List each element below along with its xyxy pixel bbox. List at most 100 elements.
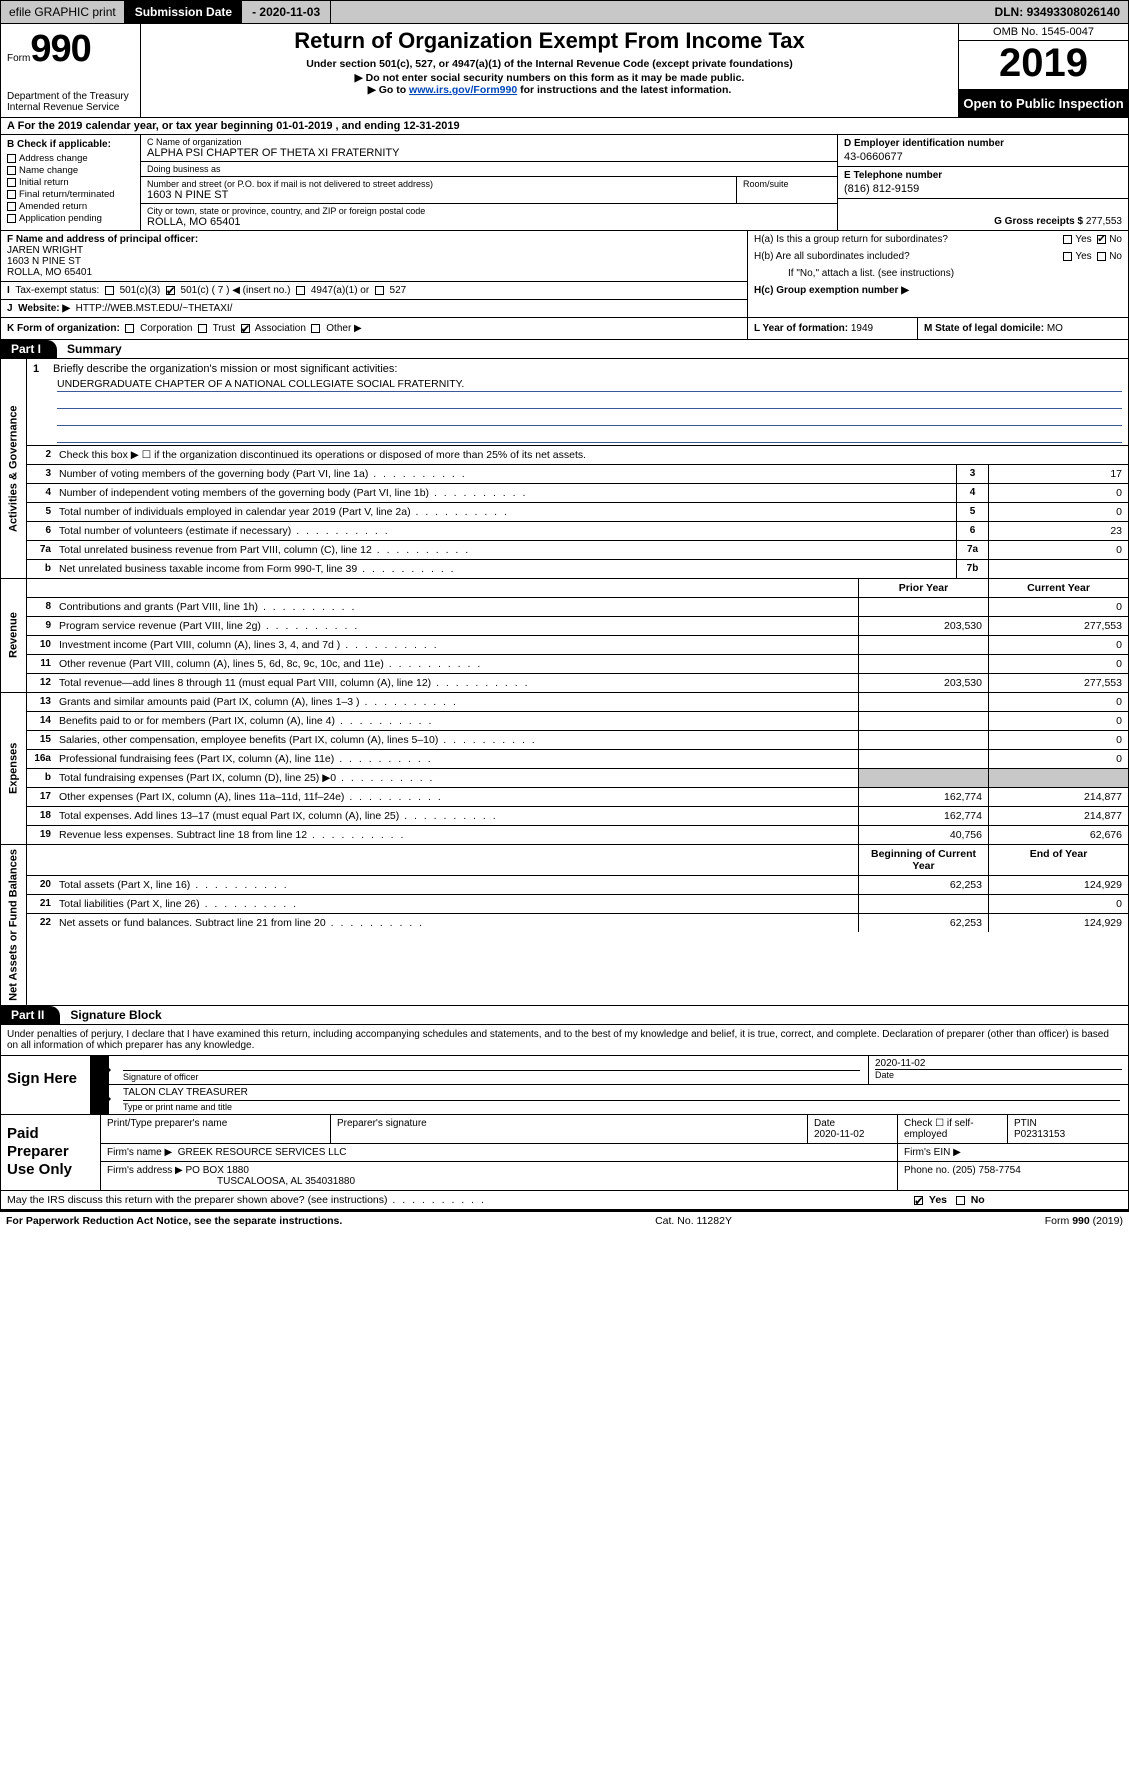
revenue-section: Revenue Prior Year Current Year 8Contrib…	[0, 579, 1129, 693]
top-bar: efile GRAPHIC print Submission Date - 20…	[0, 0, 1129, 24]
part-1-header: Part I Summary	[0, 340, 1129, 359]
year-columns-header: Prior Year Current Year	[27, 579, 1128, 598]
summary-row: 17Other expenses (Part IX, column (A), l…	[27, 788, 1128, 807]
summary-row: 8Contributions and grants (Part VIII, li…	[27, 598, 1128, 617]
summary-row: 21Total liabilities (Part X, line 26)0	[27, 895, 1128, 914]
box-f: F Name and address of principal officer:…	[1, 231, 747, 282]
summary-row: 7aTotal unrelated business revenue from …	[27, 541, 1128, 560]
checkbox-discuss-yes	[914, 1196, 923, 1205]
summary-row: 6Total number of volunteers (estimate if…	[27, 522, 1128, 541]
box-d: D Employer identification number43-06606…	[838, 135, 1128, 167]
summary-row: 19Revenue less expenses. Subtract line 1…	[27, 826, 1128, 844]
submission-date-value: - 2020-11-03	[242, 1, 331, 23]
firm-name: GREEK RESOURCE SERVICES LLC	[178, 1147, 347, 1158]
paid-preparer-block: Paid Preparer Use Only Print/Type prepar…	[0, 1115, 1129, 1191]
checkbox-option: Initial return	[7, 177, 134, 188]
box-k: K Form of organization: Corporation Trus…	[1, 318, 748, 339]
checkbox-option: Amended return	[7, 201, 134, 212]
department-label: Department of the Treasury Internal Reve…	[7, 91, 134, 113]
arrow-icon	[91, 1085, 109, 1114]
perjury-statement: Under penalties of perjury, I declare th…	[0, 1025, 1129, 1056]
box-c: C Name of organizationALPHA PSI CHAPTER …	[141, 135, 838, 230]
expenses-section: Expenses 13Grants and similar amounts pa…	[0, 693, 1129, 845]
checkbox-option: Application pending	[7, 213, 134, 224]
room-suite-label: Room/suite	[737, 177, 837, 203]
officer-name: TALON CLAY TREASURER	[123, 1087, 248, 1098]
arrow-icon	[91, 1056, 109, 1084]
form-word: Form	[7, 53, 30, 64]
box-l: L Year of formation: 1949	[748, 318, 918, 339]
omb-number: OMB No. 1545-0047	[959, 24, 1128, 41]
box-e: E Telephone number(816) 812-9159	[838, 167, 1128, 199]
side-label-expenses: Expenses	[1, 693, 27, 844]
sign-here-block: Sign Here Signature of officer 2020-11-0…	[0, 1056, 1129, 1115]
summary-row: 12Total revenue—add lines 8 through 11 (…	[27, 674, 1128, 692]
summary-row: 4Number of independent voting members of…	[27, 484, 1128, 503]
box-h-c: H(c) Group exemption number ▶	[748, 282, 1128, 299]
summary-row: 22Net assets or fund balances. Subtract …	[27, 914, 1128, 932]
line-2: 2 Check this box ▶ ☐ if the organization…	[27, 446, 1128, 465]
paid-preparer-label: Paid Preparer Use Only	[1, 1115, 101, 1190]
efile-label[interactable]: efile GRAPHIC print	[1, 1, 125, 23]
side-label-revenue: Revenue	[1, 579, 27, 692]
instructions-link[interactable]: www.irs.gov/Form990	[409, 84, 517, 96]
form-subtitle: Under section 501(c), 527, or 4947(a)(1)…	[149, 58, 950, 70]
tax-year-row: A For the 2019 calendar year, or tax yea…	[0, 118, 1129, 135]
checkbox-501c-checked	[166, 286, 175, 295]
summary-row: 18Total expenses. Add lines 13–17 (must …	[27, 807, 1128, 826]
summary-row: 16aProfessional fundraising fees (Part I…	[27, 750, 1128, 769]
submission-date-label: Submission Date	[125, 1, 242, 23]
form-header: Form990 Department of the Treasury Inter…	[0, 24, 1129, 118]
checkbox-option: Name change	[7, 165, 134, 176]
box-j: J Website: ▶ HTTP://WEB.MST.EDU/~THETAXI…	[1, 300, 747, 317]
side-label-governance: Activities & Governance	[1, 359, 27, 578]
box-h-b: H(b) Are all subordinates included? Yes …	[748, 248, 1128, 265]
entity-block: B Check if applicable: Address changeNam…	[0, 135, 1129, 231]
open-to-public-badge: Open to Public Inspection	[959, 90, 1128, 117]
summary-row: 5Total number of individuals employed in…	[27, 503, 1128, 522]
summary-row: 11Other revenue (Part VIII, column (A), …	[27, 655, 1128, 674]
box-b: B Check if applicable: Address changeNam…	[1, 135, 141, 230]
form-title: Return of Organization Exempt From Incom…	[149, 28, 950, 54]
summary-row: bTotal fundraising expenses (Part IX, co…	[27, 769, 1128, 788]
dln: DLN: 93493308026140	[987, 1, 1128, 23]
firm-phone: (205) 758-7754	[952, 1165, 1020, 1176]
side-label-net-assets: Net Assets or Fund Balances	[1, 845, 27, 1005]
fh-block: F Name and address of principal officer:…	[0, 231, 1129, 318]
form-number: 990	[30, 28, 90, 70]
firm-address: PO BOX 1880	[186, 1165, 249, 1176]
ptin: P02313153	[1014, 1129, 1065, 1140]
summary-row: 14Benefits paid to or for members (Part …	[27, 712, 1128, 731]
checkbox-ha-no	[1097, 235, 1106, 244]
summary-row: bNet unrelated business taxable income f…	[27, 560, 1128, 578]
summary-row: 9Program service revenue (Part VIII, lin…	[27, 617, 1128, 636]
summary-row: 20Total assets (Part X, line 16)62,25312…	[27, 876, 1128, 895]
sign-here-label: Sign Here	[1, 1056, 91, 1114]
part-1-body: Activities & Governance 1Briefly describ…	[0, 359, 1129, 579]
mission-block: 1Briefly describe the organization's mis…	[27, 359, 1128, 446]
mission-text: UNDERGRADUATE CHAPTER OF A NATIONAL COLL…	[57, 378, 1122, 392]
org-name: ALPHA PSI CHAPTER OF THETA XI FRATERNITY	[147, 147, 831, 159]
checkbox-option: Address change	[7, 153, 134, 164]
header-note-1: Do not enter social security numbers on …	[149, 72, 950, 84]
klm-row: K Form of organization: Corporation Trus…	[0, 318, 1129, 340]
part-2-header: Part II Signature Block	[0, 1006, 1129, 1025]
summary-row: 10Investment income (Part VIII, column (…	[27, 636, 1128, 655]
checkbox-association	[241, 324, 250, 333]
page-footer: For Paperwork Reduction Act Notice, see …	[0, 1210, 1129, 1230]
discuss-row: May the IRS discuss this return with the…	[0, 1191, 1129, 1210]
box-g: G Gross receipts $ 277,553	[838, 213, 1128, 230]
city-state-zip: ROLLA, MO 65401	[147, 216, 831, 228]
summary-row: 3Number of voting members of the governi…	[27, 465, 1128, 484]
street-address: 1603 N PINE ST	[147, 189, 730, 201]
checkbox-option: Final return/terminated	[7, 189, 134, 200]
header-note-2: Go to www.irs.gov/Form990 for instructio…	[149, 84, 950, 96]
net-columns-header: Beginning of Current Year End of Year	[27, 845, 1128, 876]
box-h-a: H(a) Is this a group return for subordin…	[748, 231, 1128, 248]
box-i: I Tax-exempt status: 501(c)(3) 501(c) ( …	[1, 282, 747, 300]
box-h-b-note: If "No," attach a list. (see instruction…	[748, 265, 1128, 282]
tax-year: 2019	[959, 41, 1128, 90]
box-m: M State of legal domicile: MO	[918, 318, 1128, 339]
net-assets-section: Net Assets or Fund Balances Beginning of…	[0, 845, 1129, 1006]
summary-row: 13Grants and similar amounts paid (Part …	[27, 693, 1128, 712]
